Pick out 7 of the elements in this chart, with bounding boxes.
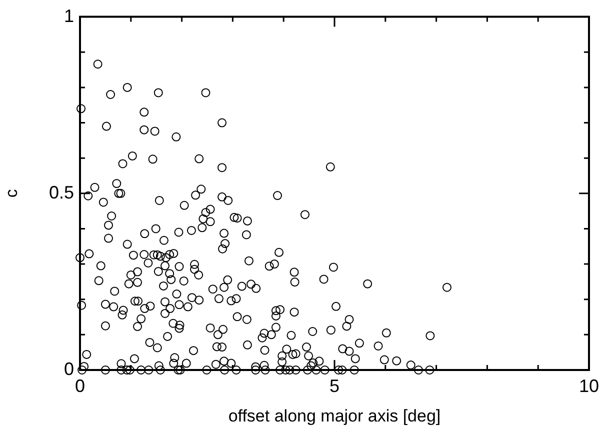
y-tick-label: 0: [64, 358, 74, 379]
x-axis-title: offset along major axis [deg]: [228, 406, 441, 426]
x-tick-label: 10: [578, 376, 600, 396]
x-tick-label: 5: [329, 376, 340, 396]
y-tick-label: 1: [64, 6, 74, 26]
y-tick-label: 0.5: [48, 182, 74, 202]
y-axis-title: c: [2, 188, 21, 198]
